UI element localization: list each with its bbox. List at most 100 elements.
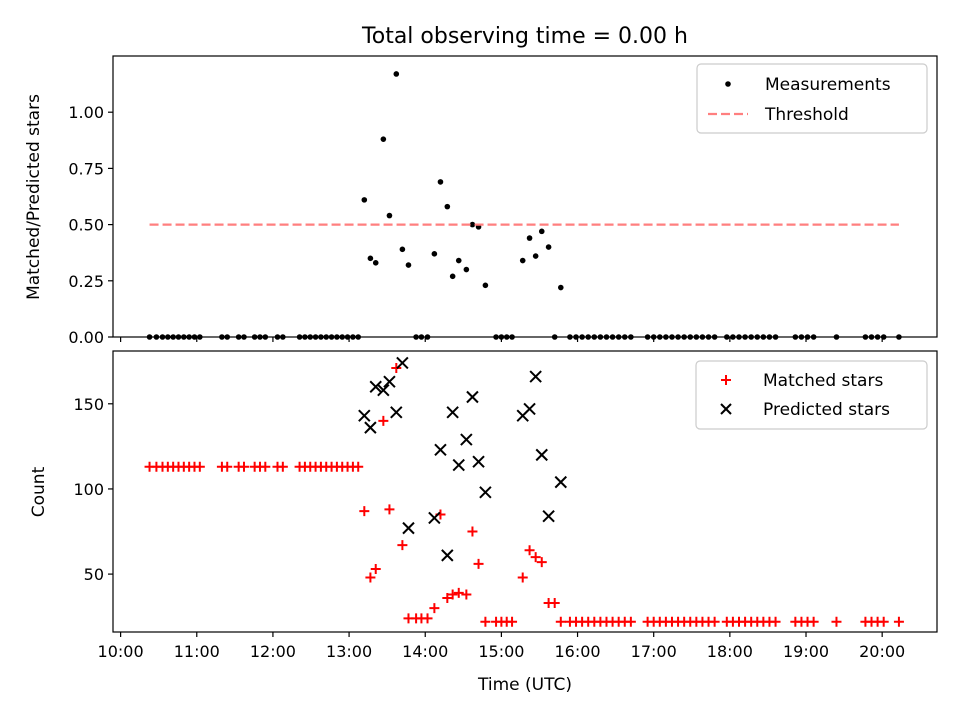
matched-star-point	[238, 461, 249, 472]
matched-star-point	[429, 603, 440, 614]
predicted-star-point	[377, 383, 390, 397]
count-x-tick-label: 16:00	[554, 642, 600, 661]
predicted-star-point	[390, 406, 403, 419]
predicted-star-point	[441, 549, 454, 562]
count-x-tick-label: 10:00	[98, 642, 144, 661]
count-y-tick-label: 100	[73, 480, 104, 499]
count-x-tick-label: 19:00	[783, 642, 829, 661]
legend-predicted-label: Predicted stars	[763, 400, 890, 420]
measurement-point	[469, 221, 476, 228]
ratio-y-ticks: 0.00 0.25 0.50 0.75 1.00	[68, 103, 113, 347]
measurement-point	[482, 282, 489, 289]
predicted-star-point	[434, 443, 447, 456]
predicted-star-point	[479, 486, 492, 499]
matched-star-point	[530, 552, 541, 563]
measurement-point	[519, 257, 526, 264]
predicted-star-point	[364, 421, 377, 434]
matched-star-point	[549, 598, 560, 609]
count-x-tick-label: 12:00	[250, 642, 296, 661]
matched-star-point	[370, 563, 381, 574]
count-legend-box	[695, 360, 928, 430]
matched-star-point	[277, 461, 288, 472]
matched-star-point	[453, 587, 464, 598]
measurement-point	[444, 203, 451, 210]
measurement-point	[367, 255, 374, 262]
ratio-y-axis-label: Matched/Predicted stars	[24, 94, 44, 300]
matched-star-point	[524, 545, 535, 556]
legend-measurements-label: Measurements	[765, 75, 891, 95]
measurement-point	[372, 260, 379, 266]
measurement-point	[380, 136, 387, 142]
legend-threshold-label: Threshold	[764, 105, 849, 125]
matched-star-point	[378, 415, 389, 426]
matched-star-point	[353, 461, 364, 472]
ratio-legend-box	[696, 63, 928, 134]
predicted-star-point	[542, 509, 555, 523]
measurement-point	[393, 71, 400, 77]
matched-star-point	[473, 558, 484, 569]
matched-star-point	[709, 616, 720, 627]
matched-star-point	[517, 572, 528, 583]
measurement-point	[449, 273, 456, 280]
matched-star-point	[461, 589, 472, 600]
measurement-point	[386, 212, 393, 219]
measurement-point	[399, 246, 406, 253]
measurement-point	[557, 284, 564, 291]
matched-star-point	[555, 616, 566, 627]
count-x-tick-label: 18:00	[707, 642, 753, 661]
measurement-point	[526, 235, 533, 241]
ratio-axes-frame	[112, 55, 938, 338]
matched-star-point	[536, 557, 547, 568]
count-axes-frame	[112, 350, 938, 633]
predicted-star-point	[428, 511, 441, 525]
count-y-tick-label: 50	[84, 565, 104, 584]
matched-star-point	[384, 504, 395, 515]
ratio-panel: 0.00 0.25 0.50 0.75 1.00 Matched/Predicted s…	[24, 55, 938, 347]
measurement-point	[532, 253, 539, 259]
measurement-point	[455, 257, 462, 264]
measurement-point	[405, 262, 412, 268]
predicted-star-point	[535, 448, 548, 462]
matched-star-point	[422, 613, 433, 624]
matched-star-point	[391, 363, 402, 374]
ratio-y-tick-label: 0.25	[68, 272, 104, 291]
count-x-tick-label: 13:00	[326, 642, 372, 661]
count-y-axis-label: Count	[29, 466, 49, 517]
predicted-star-point	[383, 375, 396, 388]
count-x-tick-label: 11:00	[174, 642, 220, 661]
predicted-star-point	[402, 521, 415, 535]
matched-star-point	[397, 540, 408, 551]
count-y-ticks: 50 100 150	[73, 395, 113, 584]
count-legend: Matched stars Predicted stars	[695, 360, 928, 430]
matched-star-point	[359, 506, 370, 517]
ratio-y-tick-label: 0.75	[68, 159, 104, 178]
matched-star-point	[507, 616, 518, 627]
predicted-star-point	[523, 402, 536, 416]
matched-star-point	[222, 461, 233, 472]
matched-star-point	[194, 461, 205, 472]
measurement-point	[431, 251, 438, 257]
legend-measurements-marker	[725, 81, 731, 87]
count-x-tick-label: 14:00	[402, 642, 448, 661]
predicted-star-point	[446, 406, 459, 419]
ratio-y-tick-label: 0.00	[68, 328, 104, 347]
matched-star-point	[878, 616, 889, 627]
measurement-point	[463, 266, 470, 273]
predicted-star-point	[452, 458, 465, 472]
predicted-star-point	[529, 370, 542, 383]
matched-star-point	[442, 592, 453, 603]
predicted-star-point	[554, 475, 568, 489]
count-x-tick-label: 15:00	[478, 642, 524, 661]
count-x-tick-label: 20:00	[859, 642, 905, 661]
legend-matched-label: Matched stars	[763, 371, 883, 391]
matched-star-point	[831, 616, 842, 627]
count-marks	[144, 356, 904, 627]
ratio-y-tick-label: 0.50	[68, 216, 104, 235]
count-x-axis-label: Time (UTC)	[477, 675, 572, 695]
matched-star-point	[893, 616, 904, 627]
count-x-ticks: 10:00 11:00 12:00 13:00 14:00 15:00 16:00 17:00…	[98, 632, 905, 661]
matched-star-point	[480, 616, 491, 627]
ratio-y-tick-label: 1.00	[68, 103, 104, 122]
measurement-point	[437, 179, 444, 185]
